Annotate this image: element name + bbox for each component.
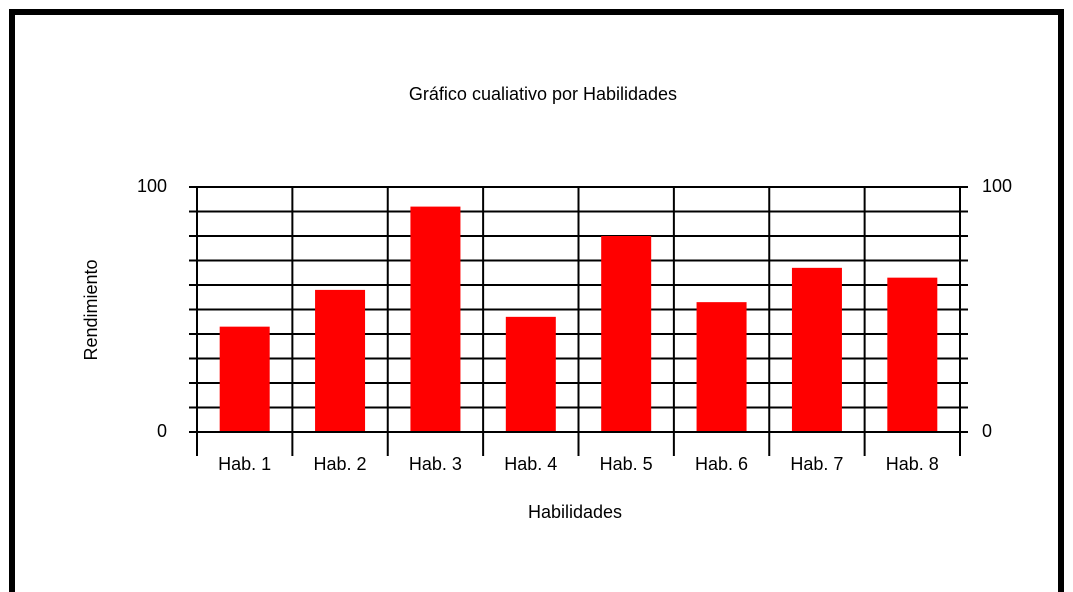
x-tick-label: Hab. 3: [409, 454, 462, 474]
bar: [601, 236, 652, 432]
bar: [887, 277, 938, 432]
x-tick-label: Hab. 4: [504, 454, 557, 474]
bar: [219, 326, 270, 432]
y-axis-label: Rendimiento: [81, 259, 101, 360]
y2-tick-label: 100: [982, 176, 1012, 196]
bar: [696, 302, 747, 432]
bar: [410, 206, 461, 432]
bar: [315, 289, 366, 432]
x-tick-label: Hab. 5: [600, 454, 653, 474]
y-tick-label: 0: [157, 421, 167, 441]
x-tick-label: Hab. 2: [314, 454, 367, 474]
bar: [791, 267, 842, 432]
x-axis-label: Habilidades: [528, 502, 622, 522]
y-tick-label: 100: [137, 176, 167, 196]
frame: [9, 9, 1064, 592]
chart-title: Gráfico cualiativo por Habilidades: [409, 84, 677, 104]
x-tick-label: Hab. 7: [790, 454, 843, 474]
x-tick-label: Hab. 1: [218, 454, 271, 474]
x-tick-label: Hab. 6: [695, 454, 748, 474]
bar: [505, 316, 556, 432]
x-tick-label: Hab. 8: [886, 454, 939, 474]
y2-tick-label: 0: [982, 421, 992, 441]
